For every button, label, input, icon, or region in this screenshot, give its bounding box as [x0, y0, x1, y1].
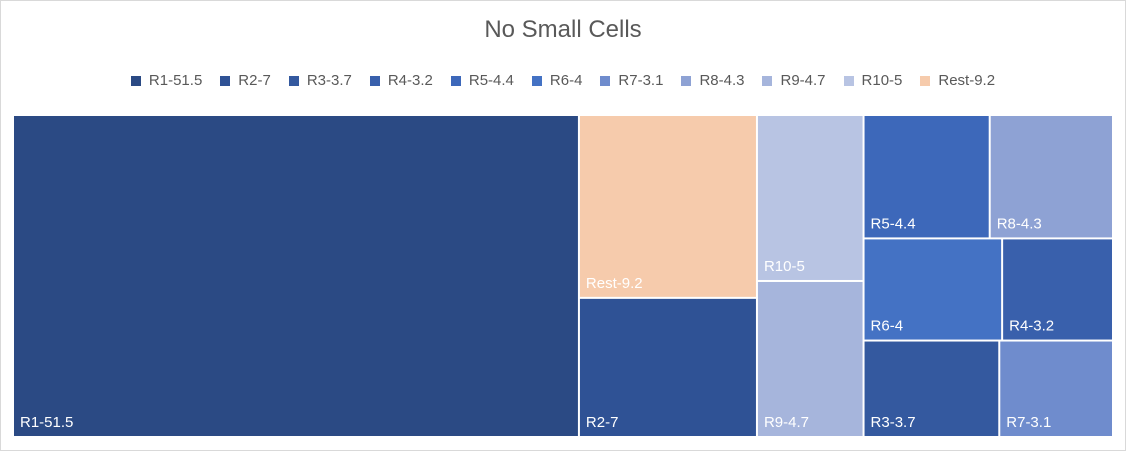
treemap-plot: R1-51.5 Rest-9.2 R2-7 R10-5 R9-4.7 R5-4.4 R8-4…: [14, 116, 1112, 436]
treemap-cell: R4-3.2: [1003, 239, 1112, 340]
treemap-cell-rect: [1000, 341, 1112, 436]
treemap-cell: Rest-9.2: [579, 116, 756, 297]
treemap-cell: R7-3.1: [1000, 341, 1112, 436]
legend-label: R10-5: [861, 72, 903, 89]
treemap-cell-label: Rest-9.2: [586, 275, 643, 292]
treemap-cell-rect: [990, 116, 1112, 238]
legend-item: R1-51.5: [130, 72, 203, 89]
legend-item: R4-3.2: [369, 72, 433, 89]
treemap-cell-rect: [864, 341, 999, 436]
treemap-cell-rect: [864, 239, 1002, 340]
legend: R1-51.5 R2-7 R3-3.7 R4-3.2 R5-4.4 R6-4 R7-3.1 R…: [1, 72, 1125, 89]
treemap-cell-label: R3-3.7: [871, 414, 916, 431]
legend-label: R7-3.1: [618, 72, 664, 89]
legend-swatch: [288, 75, 299, 86]
legend-swatch: [369, 75, 380, 86]
treemap-cell-label: R5-4.4: [871, 215, 916, 232]
legend-swatch: [843, 75, 854, 86]
treemap-cell: R6-4: [864, 239, 1002, 340]
chart-title: No Small Cells: [484, 16, 642, 43]
legend-label: R9-4.7: [780, 72, 826, 89]
legend-item: R9-4.7: [762, 72, 826, 89]
legend-item: R6-4: [531, 72, 583, 89]
treemap-cell-rect: [579, 116, 756, 297]
legend-label: R8-4.3: [699, 72, 745, 89]
legend-item: R7-3.1: [600, 72, 663, 89]
legend-swatch: [450, 75, 461, 86]
treemap-cell: R1-51.5: [14, 116, 578, 436]
treemap-cell-label: R4-3.2: [1009, 318, 1054, 335]
legend-label: R3-3.7: [306, 72, 352, 89]
legend-label: R5-4.4: [468, 72, 514, 89]
legend-swatch: [920, 75, 931, 86]
treemap-cell: R3-3.7: [864, 341, 999, 436]
legend-item: R10-5: [843, 72, 903, 89]
legend-label: R6-4: [549, 72, 583, 89]
treemap-cell-rect: [1003, 239, 1112, 340]
legend-swatch: [762, 75, 773, 86]
legend-swatch: [681, 75, 692, 86]
legend-swatch: [600, 75, 611, 86]
legend-label: Rest-9.2: [938, 72, 996, 89]
legend-item: R5-4.4: [450, 72, 514, 89]
legend-label: R1-51.5: [148, 72, 203, 89]
treemap-cell: R10-5: [757, 116, 863, 280]
treemap-cell-rect: [864, 116, 989, 238]
legend-item: Rest-9.2: [920, 72, 995, 89]
treemap-cell: R8-4.3: [990, 116, 1112, 238]
treemap-cell-label: R7-3.1: [1006, 414, 1051, 431]
treemap-cell-label: R1-51.5: [20, 414, 73, 431]
treemap-cell-label: R9-4.7: [764, 414, 809, 431]
treemap-cell: R9-4.7: [757, 281, 863, 436]
treemap-cell-label: R8-4.3: [997, 215, 1042, 232]
legend-label: R2-7: [238, 72, 271, 89]
treemap-cell-rect: [757, 116, 863, 280]
treemap-cell-rect: [14, 116, 578, 436]
legend-item: R3-3.7: [288, 72, 352, 89]
treemap-cell-label: R10-5: [764, 258, 805, 275]
legend-item: R2-7: [220, 72, 271, 89]
treemap-cell: R5-4.4: [864, 116, 989, 238]
legend-item: R8-4.3: [681, 72, 744, 89]
legend-label: R4-3.2: [387, 72, 433, 89]
treemap-cell-rect: [579, 298, 756, 436]
legend-swatch: [130, 75, 141, 86]
legend-swatch: [531, 75, 542, 86]
legend-swatch: [220, 75, 231, 86]
treemap-cell-rect: [757, 281, 863, 436]
treemap-cell-label: R6-4: [871, 318, 904, 335]
treemap-cell: R2-7: [579, 298, 756, 436]
treemap-cell-label: R2-7: [586, 414, 619, 431]
